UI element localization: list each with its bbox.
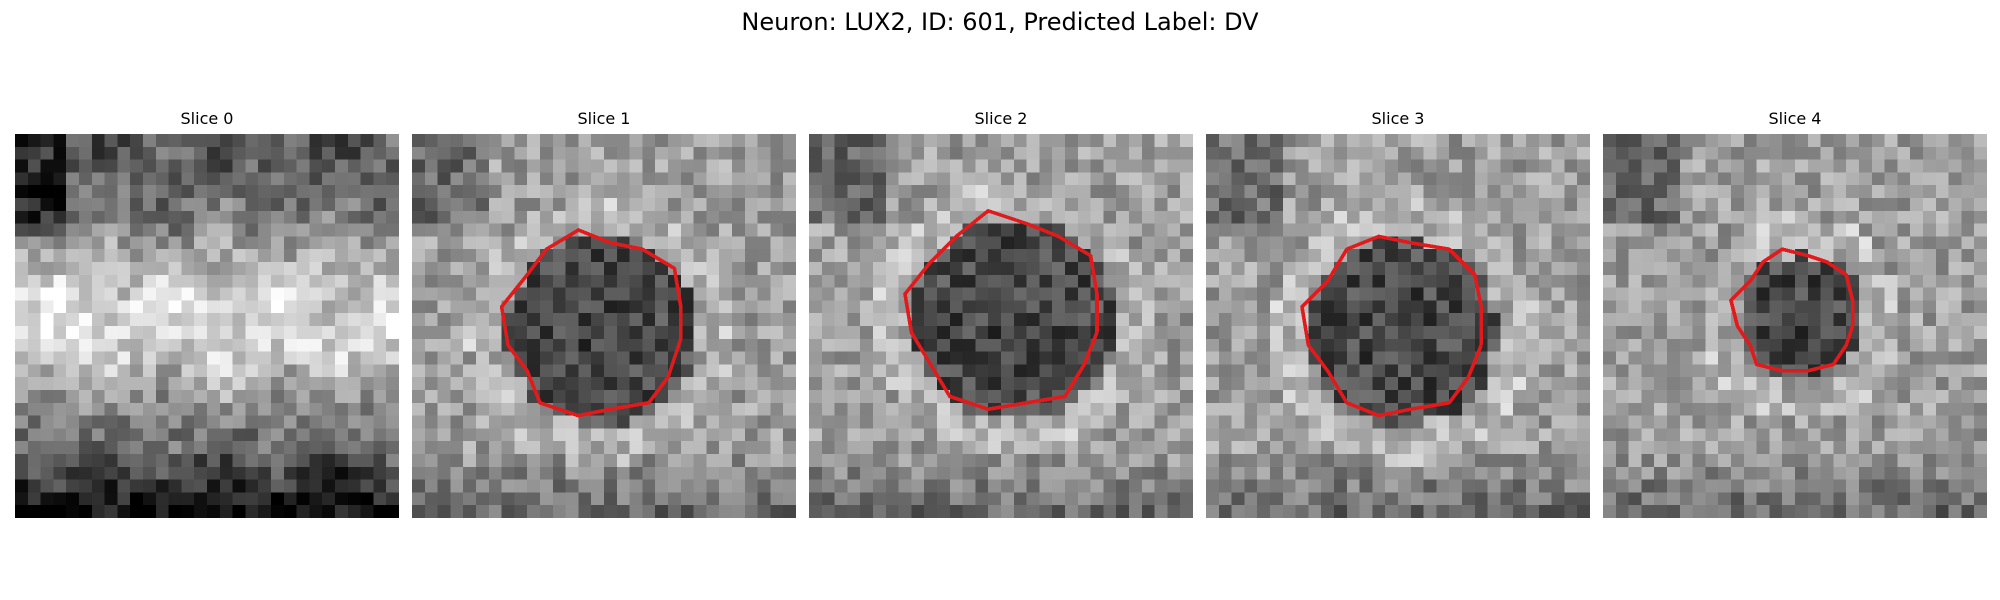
pixel-grid (412, 134, 796, 518)
pixel-grid (809, 134, 1193, 518)
slice-1-title: Slice 1 (577, 109, 631, 128)
slice-panel-3: Slice 3 (1206, 108, 1590, 518)
slice-2-image (809, 134, 1193, 518)
figure-title: Neuron: LUX2, ID: 601, Predicted Label: … (741, 8, 1259, 36)
roi-outline (1729, 247, 1855, 373)
slice-0-title: Slice 0 (180, 109, 234, 128)
slice-panel-4: Slice 4 (1603, 108, 1987, 518)
slice-panel-1: Slice 1 (412, 108, 796, 518)
slice-4-title: Slice 4 (1768, 109, 1822, 128)
slice-2-title: Slice 2 (974, 109, 1028, 128)
roi-outline (903, 209, 1099, 411)
slice-3-image (1206, 134, 1590, 518)
pixel-grid (1603, 134, 1987, 518)
roi-outline (499, 228, 683, 418)
slice-panel-0: Slice 0 (15, 108, 399, 518)
slice-1-image (412, 134, 796, 518)
slice-panel-2: Slice 2 (809, 108, 1193, 518)
roi-outline (1300, 234, 1483, 418)
slice-3-title: Slice 3 (1371, 109, 1425, 128)
pixel-grid (15, 134, 399, 518)
slice-0-image (15, 134, 399, 518)
slice-4-image (1603, 134, 1987, 518)
pixel-grid (1206, 134, 1590, 518)
